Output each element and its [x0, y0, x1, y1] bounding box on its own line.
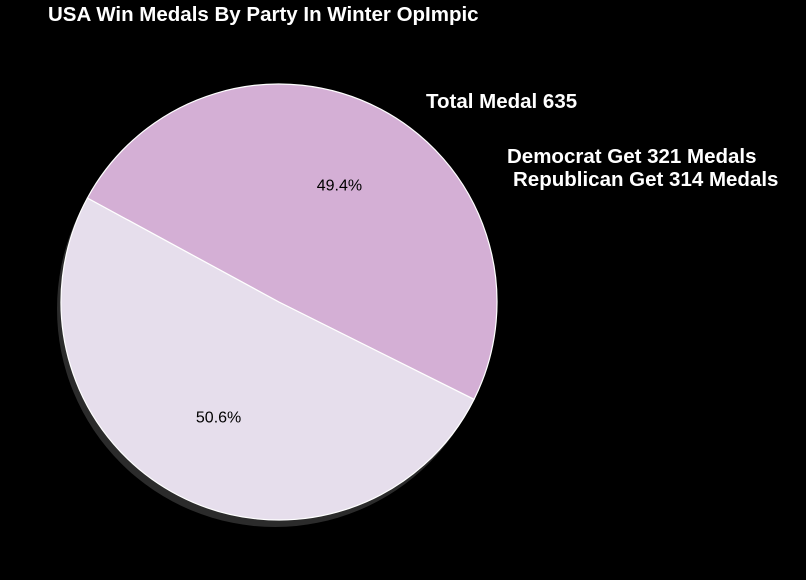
- pie-slice-label-1: 49.4%: [317, 177, 362, 194]
- republican-medals-label: Republican Get 314 Medals: [513, 168, 779, 191]
- chart-title: USA Win Medals By Party In Winter OpImpi…: [48, 3, 479, 26]
- pie-slice-label-0: 50.6%: [196, 410, 241, 427]
- total-medal-label: Total Medal 635: [426, 90, 578, 113]
- pie-slice-1: [86, 83, 498, 400]
- pie-slice-0: [60, 197, 475, 521]
- democrat-medals-label: Democrat Get 321 Medals: [507, 145, 757, 168]
